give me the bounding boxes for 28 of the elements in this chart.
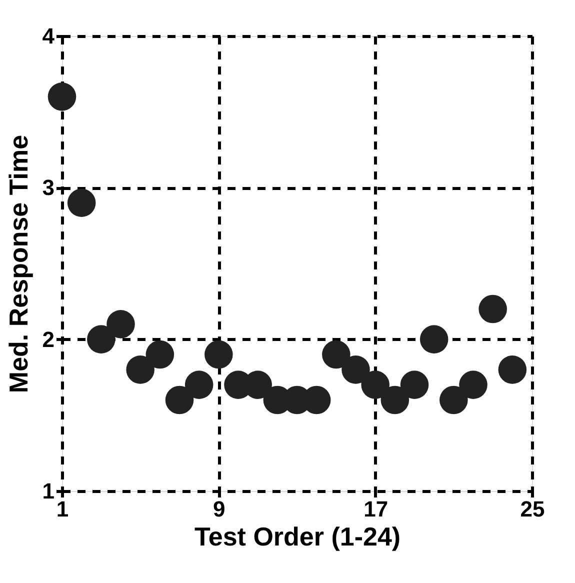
point: [48, 82, 76, 111]
point: [478, 294, 507, 324]
point: [184, 370, 214, 399]
point: [146, 340, 174, 369]
point: [204, 340, 233, 369]
point: [459, 370, 488, 399]
point: [106, 310, 135, 338]
point: [126, 356, 154, 384]
point: [361, 370, 390, 399]
point: [322, 340, 350, 369]
y-tick-label: 2: [42, 326, 54, 352]
point: [87, 325, 116, 354]
point: [400, 370, 429, 399]
x-tick-label: 25: [520, 496, 545, 522]
point: [165, 386, 194, 414]
x-axis-title: Test Order (1-24): [194, 522, 401, 552]
x-tick-label: 9: [213, 496, 226, 522]
y-tick-label: 1: [42, 478, 54, 504]
point: [67, 188, 96, 217]
point: [440, 386, 468, 414]
point: [420, 325, 448, 354]
point: [498, 356, 527, 384]
x-tick-label: 17: [364, 496, 388, 522]
point: [380, 386, 410, 414]
point: [342, 356, 370, 384]
y-axis-title: Med. Response Time: [3, 134, 34, 394]
y-tick-label: 4: [42, 24, 56, 48]
y-tick-label: 3: [42, 175, 54, 200]
